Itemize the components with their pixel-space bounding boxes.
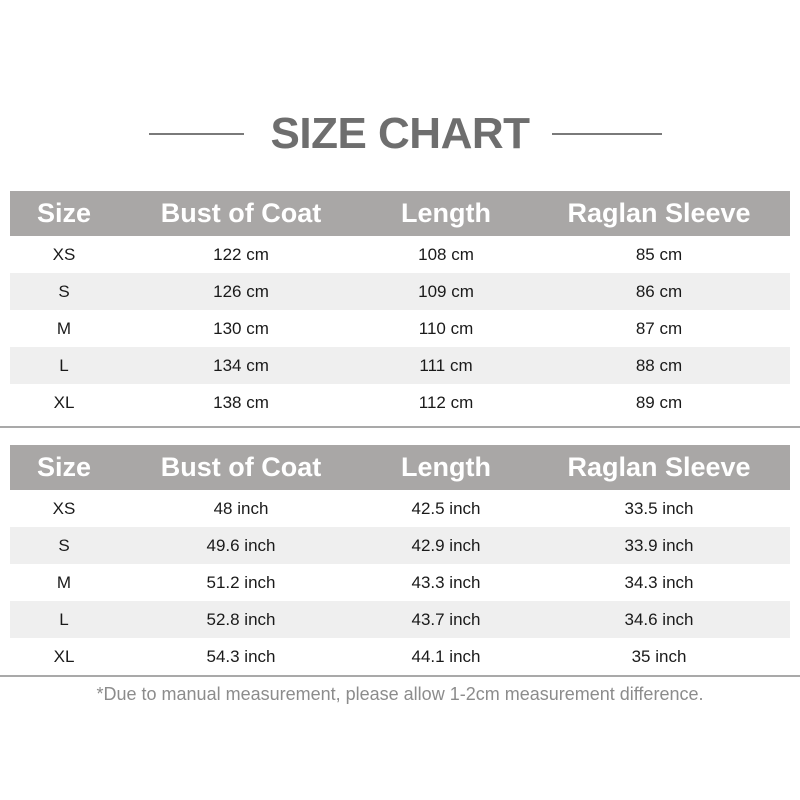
column-header: Size [36, 198, 92, 228]
table-row: L 134 cm 111 cm 88 cm [10, 347, 790, 384]
measurement-note: *Due to manual measurement, please allow… [96, 684, 704, 704]
table-cell: 48 inch [213, 498, 269, 518]
table-cell: 86 cm [635, 281, 683, 301]
table-cell: 43.3 inch [411, 572, 481, 592]
table-cell: 35 inch [631, 646, 687, 666]
table-cell: 33.9 inch [624, 535, 694, 555]
table-row: XS 48 inch 42.5 inch 33.5 inch [10, 490, 790, 527]
column-header: Bust of Coat [160, 198, 322, 228]
table-cell: 88 cm [635, 355, 683, 375]
table-cell: 134 cm [213, 355, 269, 375]
column-header: Bust of Coat [160, 452, 322, 482]
title-block: SIZE CHART [0, 108, 800, 160]
column-header: Size [36, 452, 92, 482]
table-row: S 49.6 inch 42.9 inch 33.9 inch [10, 527, 790, 564]
table-cell: XS [52, 498, 76, 518]
column-header: Raglan Sleeve [567, 452, 751, 482]
table-row: XL 138 cm 112 cm 89 cm [10, 384, 790, 421]
table-cell: 108 cm [418, 244, 474, 264]
table-header: Size Bust of Coat Length Raglan Sleeve [10, 445, 790, 490]
size-table-cm: Size Bust of Coat Length Raglan Sleeve XS 122… [10, 191, 790, 421]
table-cell: 42.9 inch [411, 535, 481, 555]
table-cell: 85 cm [635, 244, 683, 264]
table-cell: 126 cm [213, 281, 269, 301]
column-header: Length [401, 452, 491, 482]
table-row: XL 54.3 inch 44.1 inch 35 inch [10, 638, 790, 675]
table-cell: 130 cm [213, 318, 269, 338]
table-cell: 110 cm [418, 318, 474, 338]
table-row: M 51.2 inch 43.3 inch 34.3 inch [10, 564, 790, 601]
column-header: Raglan Sleeve [567, 198, 751, 228]
table-cell: 138 cm [213, 392, 269, 412]
table-header: Size Bust of Coat Length Raglan Sleeve [10, 191, 790, 236]
table-cell: 122 cm [213, 244, 269, 264]
table-cell: 33.5 inch [624, 498, 694, 518]
title-left-rule [149, 133, 244, 135]
table-cell: M [56, 318, 72, 338]
page-title: SIZE CHART [270, 109, 531, 158]
table-cell: 49.6 inch [206, 535, 276, 555]
table-row: S 126 cm 109 cm 86 cm [10, 273, 790, 310]
table-cell: 43.7 inch [411, 609, 481, 629]
table-cell: L [59, 609, 69, 629]
table-row: M 130 cm 110 cm 87 cm [10, 310, 790, 347]
table-cell: 109 cm [418, 281, 474, 301]
title-right-rule [552, 133, 662, 135]
table-cell: 87 cm [635, 318, 683, 338]
table-cell: 89 cm [635, 392, 683, 412]
table-cell: 52.8 inch [206, 609, 276, 629]
table-cell: L [59, 355, 69, 375]
table-cell: XL [53, 646, 75, 666]
table-cell: XS [52, 244, 76, 264]
table-cell: 44.1 inch [411, 646, 481, 666]
table-cell: 51.2 inch [206, 572, 276, 592]
table-cell: M [56, 572, 72, 592]
table-cell: S [58, 535, 70, 555]
table-cell: XL [53, 392, 75, 412]
divider [0, 675, 800, 677]
table-cell: 42.5 inch [411, 498, 481, 518]
size-table-inch: Size Bust of Coat Length Raglan Sleeve XS 48 … [10, 445, 790, 675]
column-header: Length [401, 198, 491, 228]
table-row: XS 122 cm 108 cm 85 cm [10, 236, 790, 273]
table-cell: S [58, 281, 70, 301]
table-cell: 34.6 inch [624, 609, 694, 629]
table-row: L 52.8 inch 43.7 inch 34.6 inch [10, 601, 790, 638]
table-cell: 111 cm [419, 355, 473, 375]
table-cell: 34.3 inch [624, 572, 694, 592]
table-cell: 112 cm [418, 392, 474, 412]
table-cell: 54.3 inch [206, 646, 276, 666]
divider [0, 426, 800, 428]
